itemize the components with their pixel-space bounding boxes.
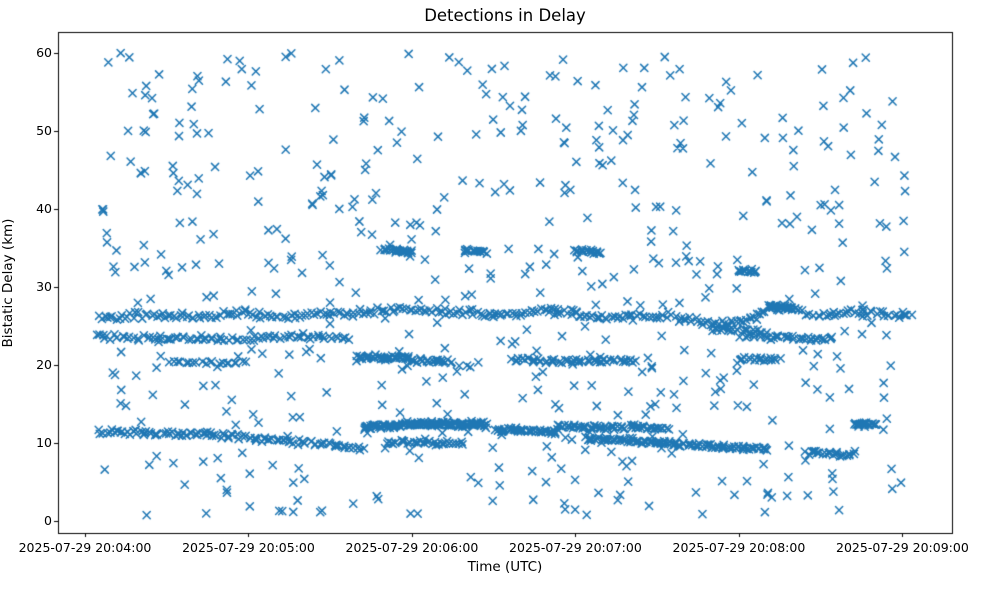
x-tick-label: 2025-07-29 20:04:00 [18,540,152,555]
y-tick-label: 30 [36,279,52,295]
x-tick-label: 2025-07-29 20:05:00 [182,540,315,555]
x-tick-label: 2025-07-29 20:08:00 [672,540,806,555]
y-tick-label: 10 [36,435,52,451]
x-tick-label: 2025-07-29 20:09:00 [836,540,969,555]
y-tick-label: 0 [44,512,52,528]
x-axis-label: Time (UTC) [467,559,543,575]
y-tick-label: 20 [36,357,52,373]
y-tick-label: 40 [36,201,52,217]
y-axis-label: Bistatic Delay (km) [0,218,16,348]
y-tick-label: 60 [36,45,52,61]
y-tick-label: 50 [36,123,52,139]
x-tick-label: 2025-07-29 20:06:00 [345,540,479,555]
x-tick-label: 2025-07-29 20:07:00 [509,540,642,555]
chart-title: Detections in Delay [424,6,586,25]
